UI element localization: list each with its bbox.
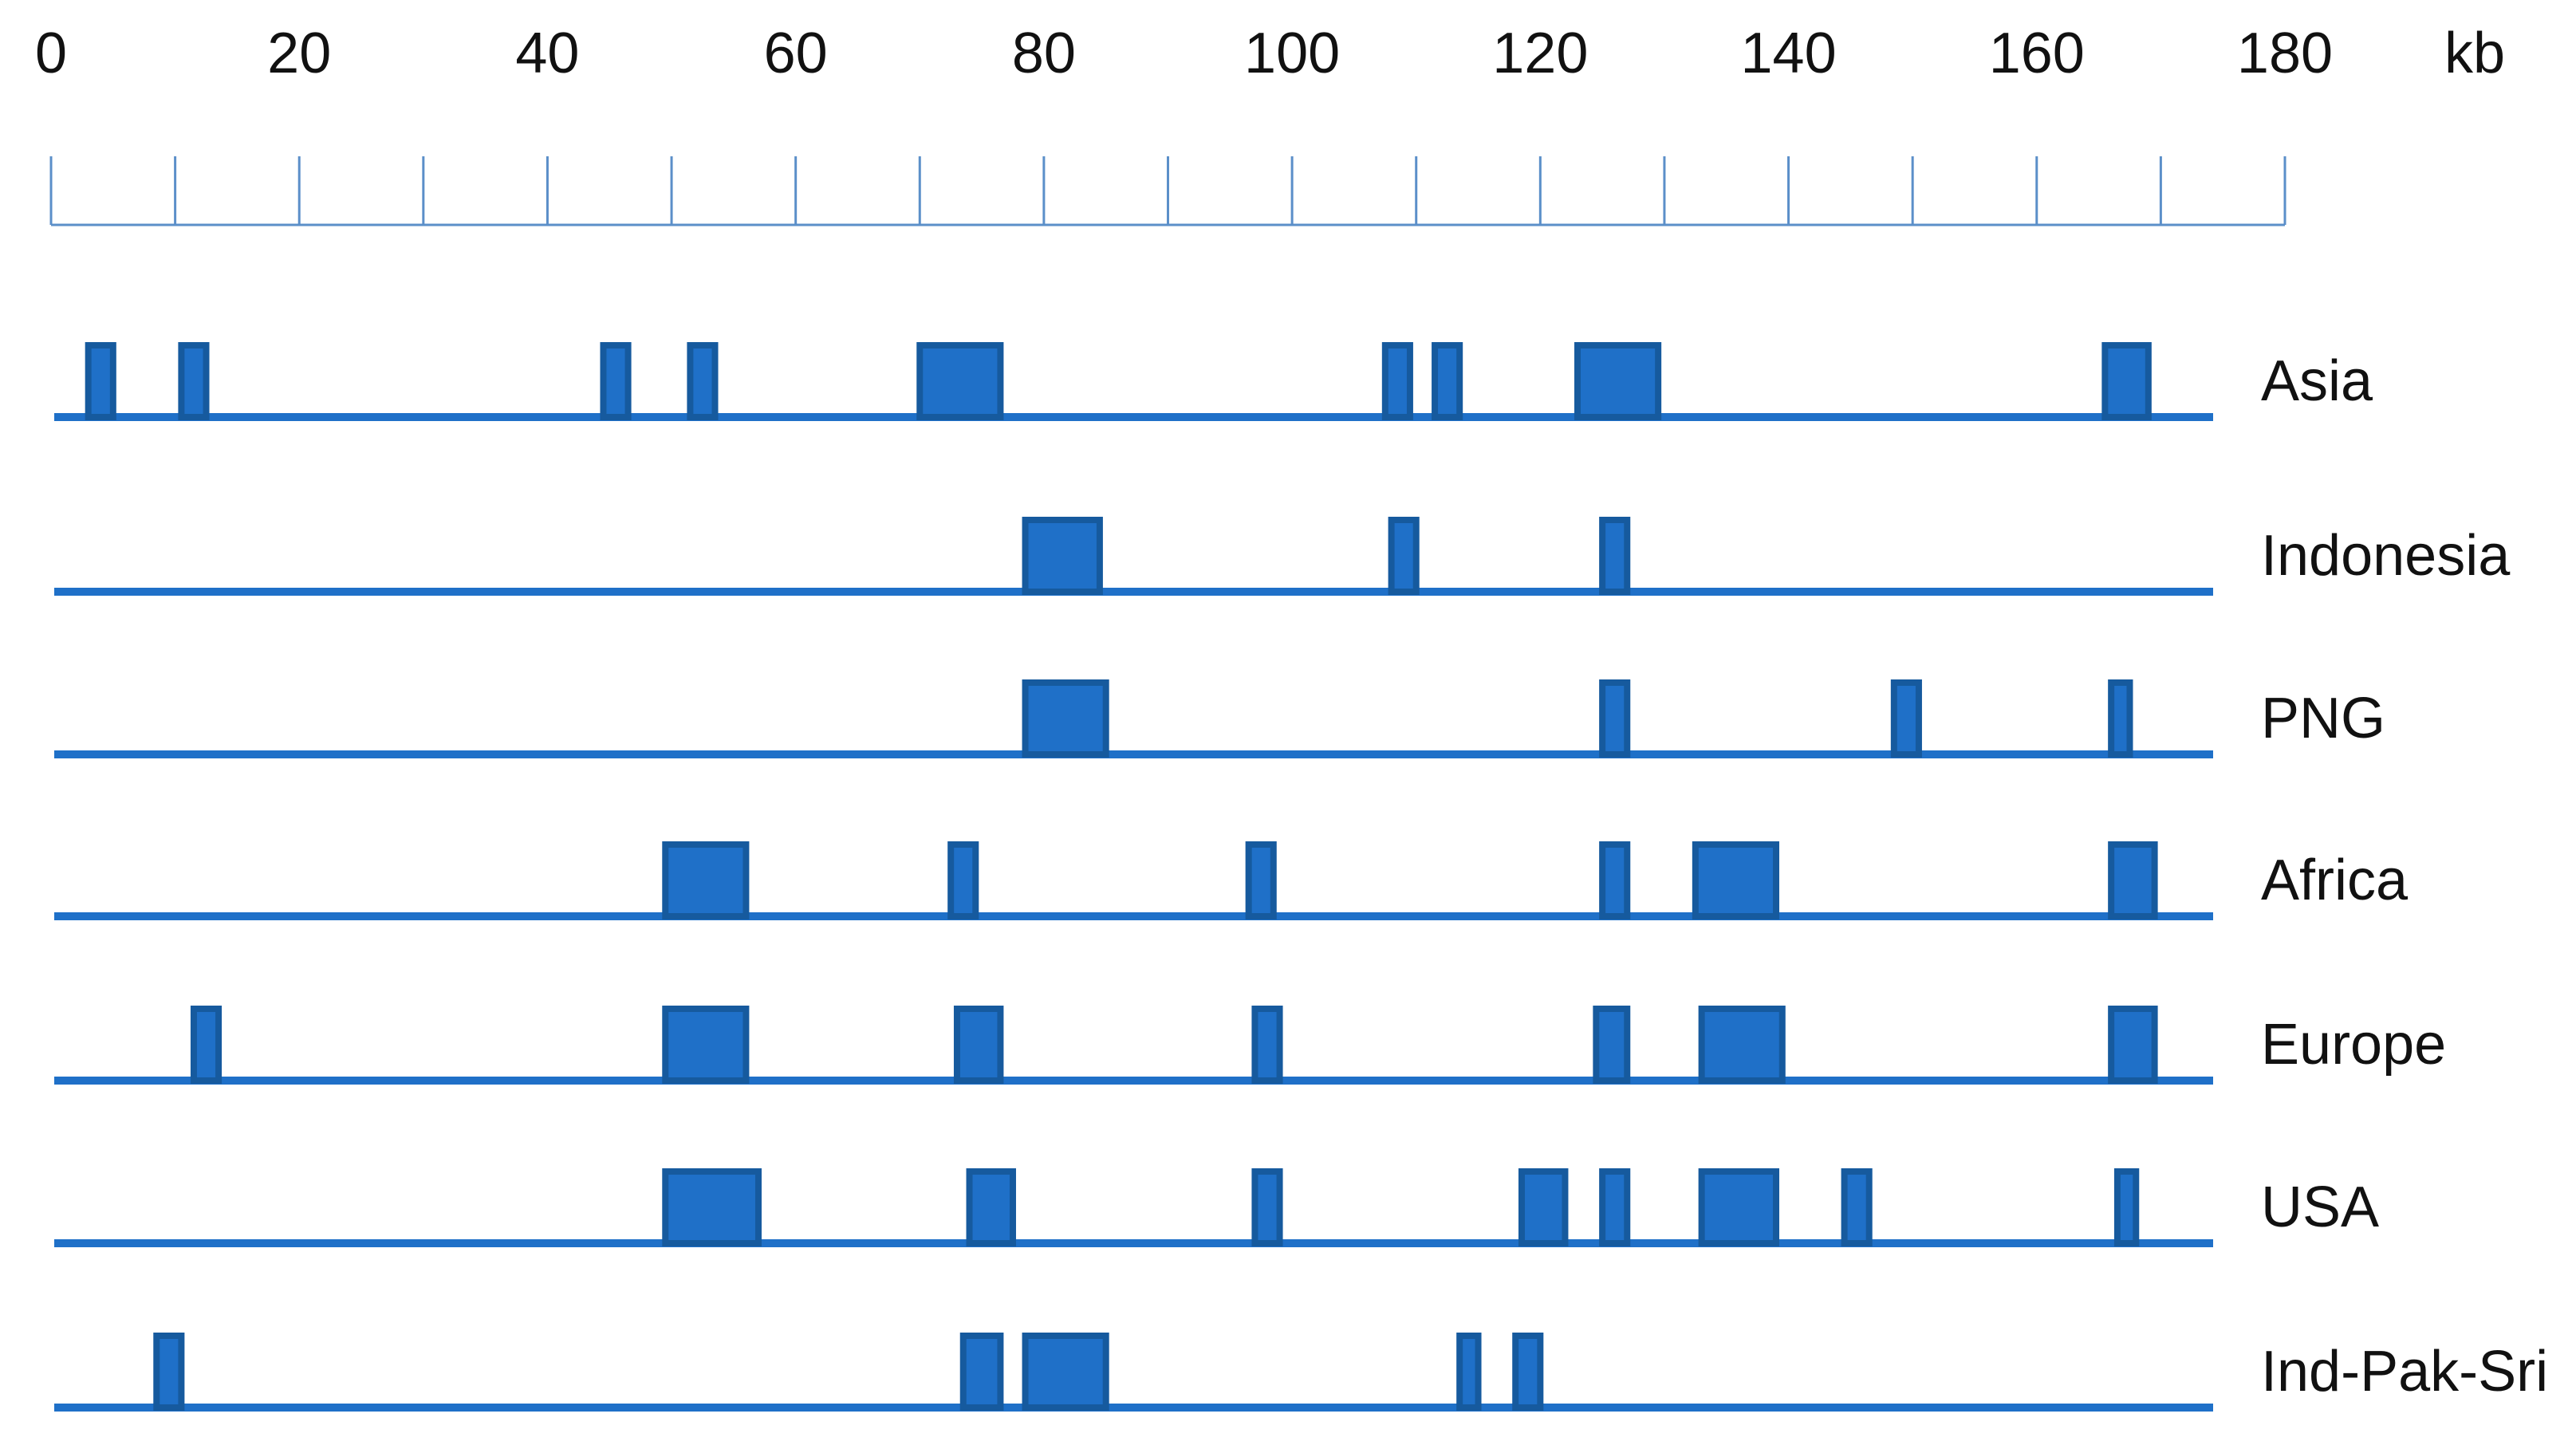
block <box>1022 517 1103 595</box>
block <box>1456 1333 1482 1411</box>
block <box>178 342 210 420</box>
block <box>1022 679 1109 758</box>
track-label: PNG <box>2261 687 2385 750</box>
x-tick-label: 80 <box>1012 22 1076 85</box>
block <box>190 1006 223 1084</box>
block <box>2101 342 2152 420</box>
x-tick-label: 140 <box>1740 22 1836 85</box>
block <box>600 342 632 420</box>
x-tick-label: 60 <box>764 22 828 85</box>
block <box>662 1168 762 1246</box>
block <box>1251 1168 1283 1246</box>
block <box>1890 679 1922 758</box>
block <box>1692 841 1779 919</box>
block <box>1251 1006 1283 1084</box>
block <box>85 342 116 420</box>
block <box>1593 1006 1631 1084</box>
block <box>153 1333 185 1411</box>
block <box>662 1006 750 1084</box>
block <box>1388 517 1420 595</box>
block <box>687 342 719 420</box>
block <box>662 841 750 919</box>
x-tick-label: 160 <box>1989 22 2085 85</box>
axis-unit: kb <box>2444 22 2505 85</box>
track-label: Europe <box>2261 1013 2446 1077</box>
block <box>2113 1168 2140 1246</box>
track-label: Africa <box>2261 849 2409 912</box>
x-tick-label: 180 <box>2237 22 2333 85</box>
block <box>1599 679 1631 758</box>
block <box>1599 1168 1631 1246</box>
block <box>1381 342 1413 420</box>
block <box>916 342 1004 420</box>
block <box>1599 517 1631 595</box>
block <box>953 1006 1004 1084</box>
block <box>966 1168 1016 1246</box>
block <box>1022 1333 1109 1411</box>
block <box>1432 342 1463 420</box>
track-label: Ind-Pak-Sri <box>2261 1340 2548 1404</box>
block <box>959 1333 1004 1411</box>
x-tick-label: 120 <box>1492 22 1588 85</box>
block <box>1841 1168 1873 1246</box>
block <box>1512 1333 1544 1411</box>
x-tick-label: 100 <box>1244 22 1340 85</box>
block <box>1599 841 1631 919</box>
block <box>947 841 979 919</box>
x-tick-label: 20 <box>267 22 331 85</box>
block <box>1518 1168 1569 1246</box>
track-label: Indonesia <box>2261 524 2511 588</box>
block <box>1245 841 1277 919</box>
x-tick-label: 40 <box>515 22 579 85</box>
track-label: Asia <box>2261 349 2373 413</box>
track-label: USA <box>2261 1175 2379 1239</box>
block <box>1698 1006 1786 1084</box>
block <box>1574 342 1662 420</box>
block <box>2108 1006 2158 1084</box>
block <box>1698 1168 1779 1246</box>
block <box>2108 841 2158 919</box>
block <box>2108 679 2133 758</box>
x-tick-label: 0 <box>35 22 67 85</box>
